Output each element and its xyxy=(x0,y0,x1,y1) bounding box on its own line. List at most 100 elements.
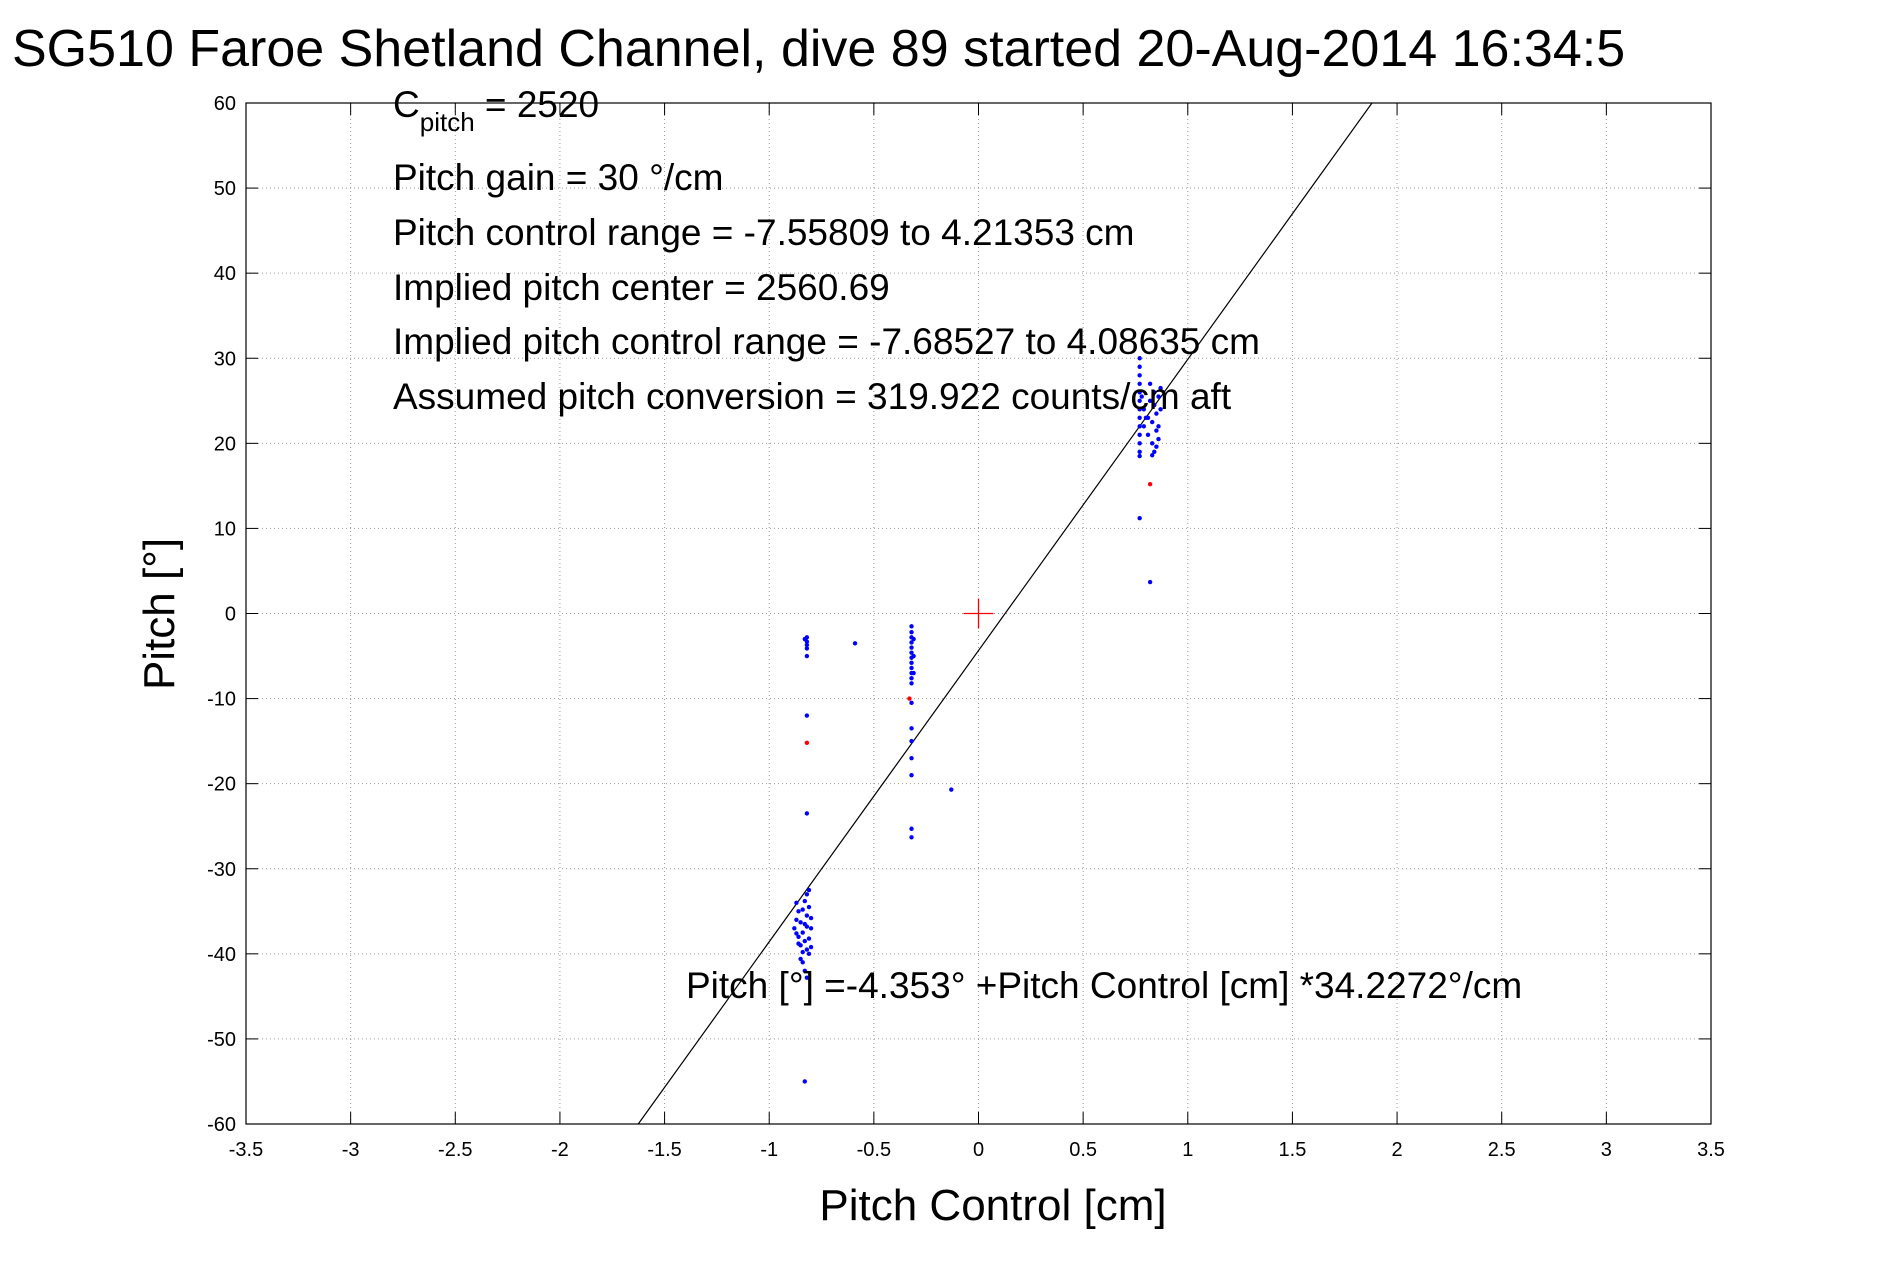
x-tick-label: -2 xyxy=(551,1139,569,1161)
data-point xyxy=(1137,424,1142,429)
x-tick-label: -0.5 xyxy=(857,1139,891,1161)
fit-line-group xyxy=(637,102,1373,1125)
data-point xyxy=(1137,516,1142,521)
data-point xyxy=(802,968,807,974)
data-point xyxy=(909,835,914,840)
data-point xyxy=(800,949,805,955)
data-point xyxy=(1137,398,1142,403)
data-point xyxy=(1137,432,1142,438)
x-tick-label: 3 xyxy=(1601,1139,1612,1161)
y-tick-label: 60 xyxy=(214,93,236,115)
x-tick-label: -1 xyxy=(760,1139,778,1161)
data-point xyxy=(1141,424,1147,429)
c-pitch-symbol: C xyxy=(393,84,420,125)
data-point xyxy=(806,887,812,893)
ticks xyxy=(245,102,1712,1125)
data-point xyxy=(1156,424,1161,429)
data-point xyxy=(1147,381,1153,386)
data-point xyxy=(909,681,914,686)
data-point xyxy=(1158,385,1163,391)
c-pitch-subscript: pitch xyxy=(420,107,475,137)
data-point xyxy=(1154,428,1159,433)
data-point xyxy=(909,630,914,635)
data-point xyxy=(800,930,805,935)
plot-area: -3.5 -3 -2.5 -2 -1.5 -1 -0.5 0 0.5 1 1.5 2 2.5 3 3.5 -… xyxy=(207,93,1725,1161)
data-point xyxy=(1152,402,1157,408)
data-point xyxy=(802,1079,807,1084)
data-point xyxy=(806,904,812,910)
data-point xyxy=(808,926,814,931)
data-point xyxy=(909,645,914,650)
data-point xyxy=(1143,415,1149,421)
data-point xyxy=(1156,394,1161,399)
data-point xyxy=(802,938,807,944)
data-point xyxy=(804,975,810,980)
y-tick-label: -50 xyxy=(207,1029,236,1051)
data-point xyxy=(1150,441,1155,446)
data-point xyxy=(1152,390,1157,395)
x-tick-label: -2.5 xyxy=(438,1139,472,1161)
y-tick-label: -20 xyxy=(207,774,236,796)
data-point xyxy=(1154,411,1159,416)
data-point xyxy=(792,926,797,931)
annotations: Cpitch = 2520 Pitch gain = 30 °/cm Pitch… xyxy=(393,84,1522,1006)
data-point xyxy=(798,956,803,962)
data-point xyxy=(804,642,810,648)
data-point xyxy=(806,936,812,941)
data-point xyxy=(804,892,810,897)
y-tick-label: 30 xyxy=(214,348,236,370)
data-point xyxy=(1150,453,1155,458)
data-point xyxy=(1156,436,1161,442)
data-point xyxy=(1137,441,1142,446)
data-point xyxy=(798,920,803,925)
x-tick-label: 2 xyxy=(1392,1139,1403,1161)
data-point xyxy=(909,675,914,681)
data-point xyxy=(1147,579,1153,585)
x-tick-label: 1.5 xyxy=(1279,1139,1307,1161)
data-point xyxy=(796,934,801,940)
data-point xyxy=(909,755,914,761)
data-point xyxy=(911,653,916,659)
data-point xyxy=(802,636,807,642)
y-tick-label: 20 xyxy=(214,433,236,455)
annotation-c-pitch: Cpitch = 2520 xyxy=(393,84,599,137)
data-point xyxy=(909,640,914,645)
data-point xyxy=(909,624,914,629)
data-point xyxy=(909,660,914,666)
data-point xyxy=(806,951,812,957)
x-tick-label: -1.5 xyxy=(647,1139,681,1161)
y-tick-label: -30 xyxy=(207,859,236,881)
data-point xyxy=(907,696,912,701)
data-point xyxy=(800,907,805,912)
y-axis-label: Pitch [°] xyxy=(135,538,184,690)
data-point xyxy=(794,931,799,936)
data-point xyxy=(1137,381,1142,386)
x-tick-label: 3.5 xyxy=(1697,1139,1725,1161)
annotation-fit-equation: Pitch [°] =-4.353° +Pitch Control [cm] *… xyxy=(686,965,1522,1006)
annotation-implied-range: Implied pitch control range = -7.68527 t… xyxy=(393,321,1260,362)
data-point xyxy=(852,641,858,646)
data-point xyxy=(1147,398,1153,403)
annotation-conversion: Assumed pitch conversion = 319.922 count… xyxy=(393,376,1232,417)
data-point xyxy=(1154,444,1159,449)
data-point xyxy=(804,646,810,651)
x-tick-label: -3 xyxy=(342,1139,360,1161)
y-tick-label: 50 xyxy=(214,178,236,200)
data-point xyxy=(1141,407,1147,412)
center-marker xyxy=(963,598,994,629)
data-point xyxy=(794,917,799,922)
data-point xyxy=(1137,390,1142,395)
y-tick-labels: -60 -50 -40 -30 -20 -10 0 10 20 30 40 50 60 xyxy=(207,93,236,1136)
x-tick-label: 1 xyxy=(1182,1139,1193,1161)
y-tick-label: 10 xyxy=(214,518,236,540)
data-point xyxy=(1137,364,1142,369)
fit-line xyxy=(637,102,1373,1125)
x-tick-label: -3.5 xyxy=(229,1139,263,1161)
data-point xyxy=(909,726,914,731)
data-point xyxy=(1147,481,1153,487)
data-point xyxy=(808,915,814,921)
data-point xyxy=(804,713,810,718)
data-point xyxy=(804,947,810,952)
data-point xyxy=(804,811,810,816)
